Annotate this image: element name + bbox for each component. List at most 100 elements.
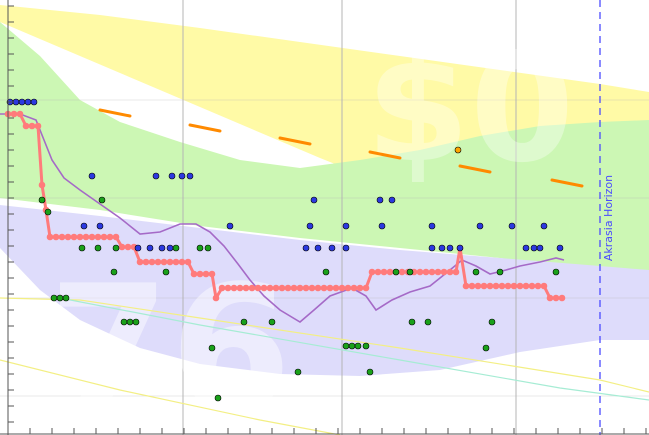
steps-point (296, 284, 304, 292)
road-line-yellow (0, 359, 341, 435)
steps-point (136, 258, 144, 266)
steps-point (64, 233, 72, 241)
moving-average-line (0, 113, 565, 323)
datapoint-green (56, 294, 64, 302)
datapoint-blue (388, 196, 396, 204)
datapoint-blue (342, 244, 350, 252)
steps-point (522, 282, 530, 290)
datapoint-blue (186, 172, 194, 180)
steps-point (236, 284, 244, 292)
steps-point (386, 268, 394, 276)
datapoint-green (406, 268, 414, 276)
datapoint-green (214, 394, 222, 402)
road-dash (550, 178, 584, 188)
steps-point (314, 284, 322, 292)
datapoint-green (268, 318, 276, 326)
datapoint-blue (530, 244, 538, 252)
datapoint-green (496, 268, 504, 276)
steps-point (230, 284, 238, 292)
datapoint-blue (376, 196, 384, 204)
steps-point (88, 233, 96, 241)
steps-point (46, 233, 54, 241)
steps-point (552, 294, 560, 302)
datapoint-blue (328, 244, 336, 252)
steps-point (118, 243, 126, 251)
steps-point (76, 233, 84, 241)
steps-point (202, 270, 210, 278)
watermark-bottom: 76 (48, 249, 292, 435)
datapoint-blue (18, 98, 26, 106)
datapoint-green (322, 268, 330, 276)
watermark-layer: $0 76 (48, 22, 574, 435)
horizon-layer: Akrasia Horizon (599, 0, 615, 435)
steps-point (100, 233, 108, 241)
datapoint-green (120, 318, 128, 326)
datapoint-blue (178, 172, 186, 180)
datapoint-green (204, 244, 212, 252)
datapoint-blue (310, 196, 318, 204)
datapoint-blue (456, 244, 464, 252)
datapoint-green (94, 244, 102, 252)
steps-point (440, 268, 448, 276)
datapoint-green (98, 196, 106, 204)
steps-point (486, 282, 494, 290)
datapoint-blue (522, 244, 530, 252)
steps-point (338, 284, 346, 292)
datapoint-blue (476, 222, 484, 230)
steps-point (374, 268, 382, 276)
steps-point (326, 284, 334, 292)
steps-point (480, 282, 488, 290)
datapoint-green (354, 342, 362, 350)
steps-point (212, 294, 220, 302)
steps-point (504, 282, 512, 290)
steps-point (16, 110, 24, 118)
datapoint-blue (226, 222, 234, 230)
steps-point (266, 284, 274, 292)
datapoint-blue (168, 172, 176, 180)
steps-point (10, 110, 18, 118)
steps-point (106, 233, 114, 241)
datapoints-layer (6, 98, 564, 402)
steps-point (284, 284, 292, 292)
datapoint-blue (508, 222, 516, 230)
steps-point (94, 233, 102, 241)
steps-point (344, 284, 352, 292)
steps-point (398, 268, 406, 276)
datapoint-green (392, 268, 400, 276)
datapoint-green (62, 294, 70, 302)
steps-point (540, 282, 548, 290)
steps-point (516, 282, 524, 290)
datapoint-blue (302, 244, 310, 252)
steps-layer (0, 110, 566, 323)
datapoint-blue (88, 172, 96, 180)
steps-point (190, 270, 198, 278)
steps-point (154, 258, 162, 266)
datapoint-green (172, 244, 180, 252)
datapoint-green (240, 318, 248, 326)
steps-point (172, 258, 180, 266)
steps-point (242, 284, 250, 292)
datapoint-blue (24, 98, 32, 106)
datapoint-green (126, 318, 134, 326)
steps-point (28, 122, 36, 130)
datapoint-blue (80, 222, 88, 230)
datapoint-orange (454, 146, 462, 154)
steps-point (52, 233, 60, 241)
steps-point (272, 284, 280, 292)
steps-point (196, 270, 204, 278)
datapoint-green (342, 342, 350, 350)
datapoint-green (408, 318, 416, 326)
datapoint-blue (96, 222, 104, 230)
green-zone (0, 22, 649, 280)
steps-point (290, 284, 298, 292)
steps-point (22, 122, 30, 130)
steps-point (492, 282, 500, 290)
steps-point (302, 284, 310, 292)
steps-point (308, 284, 316, 292)
steps-point (124, 243, 132, 251)
steps-point (112, 233, 120, 241)
steps-point (380, 268, 388, 276)
datapoint-blue (314, 244, 322, 252)
datapoint-blue (30, 98, 38, 106)
